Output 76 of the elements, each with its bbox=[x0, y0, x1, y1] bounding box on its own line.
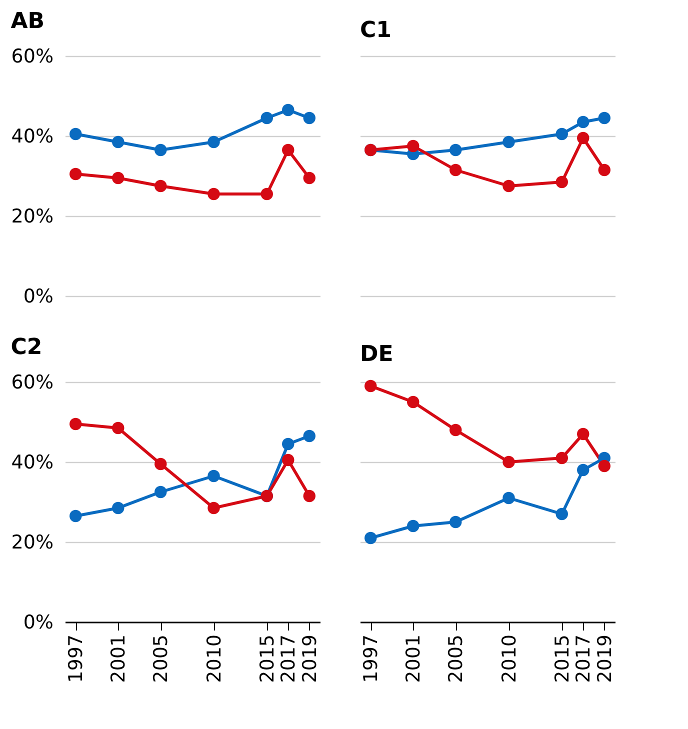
y-tick-label: 40% bbox=[11, 126, 54, 148]
point bbox=[364, 380, 377, 392]
point bbox=[282, 104, 294, 116]
point bbox=[303, 490, 316, 502]
point bbox=[112, 502, 124, 514]
point bbox=[70, 510, 82, 522]
point bbox=[556, 452, 568, 464]
point bbox=[303, 172, 316, 184]
chart-title: C1 bbox=[360, 18, 392, 43]
point bbox=[556, 176, 568, 188]
point bbox=[407, 140, 420, 152]
point bbox=[502, 136, 515, 148]
point bbox=[407, 520, 420, 532]
y-tick-label: 0% bbox=[23, 286, 54, 308]
point bbox=[260, 112, 273, 124]
point bbox=[208, 188, 220, 200]
chart-title: DE bbox=[360, 342, 394, 367]
x-tick-label: 2010 bbox=[498, 634, 520, 683]
x-tick-label: 2005 bbox=[150, 634, 172, 683]
point bbox=[502, 492, 515, 504]
x-tick-label: 2017 bbox=[278, 634, 300, 683]
point bbox=[577, 132, 590, 144]
point bbox=[154, 458, 167, 470]
point bbox=[282, 454, 294, 466]
point bbox=[154, 144, 167, 156]
point bbox=[502, 456, 515, 468]
point bbox=[70, 418, 82, 430]
point bbox=[208, 470, 220, 482]
point bbox=[556, 128, 568, 140]
chart-title: AB bbox=[10, 9, 45, 34]
point bbox=[364, 532, 377, 544]
x-tick-label: 2017 bbox=[572, 634, 595, 683]
point bbox=[450, 164, 462, 176]
point bbox=[502, 180, 515, 192]
point bbox=[598, 112, 610, 124]
y-tick-label: 60% bbox=[11, 372, 54, 394]
point bbox=[154, 180, 167, 192]
y-tick-label: 60% bbox=[11, 46, 54, 68]
point bbox=[303, 112, 316, 124]
x-tick-label: 2015 bbox=[551, 634, 574, 683]
point bbox=[450, 424, 462, 436]
point bbox=[556, 508, 568, 520]
point bbox=[112, 136, 124, 148]
y-tick-label: 20% bbox=[11, 206, 54, 228]
point bbox=[450, 144, 462, 156]
point bbox=[407, 396, 420, 408]
y-tick-label: 20% bbox=[11, 532, 54, 554]
point bbox=[598, 164, 610, 176]
x-tick-label: 2010 bbox=[203, 634, 226, 683]
chart-title: C2 bbox=[10, 335, 42, 360]
point bbox=[70, 128, 82, 140]
point bbox=[154, 486, 167, 498]
x-tick-label: 2001 bbox=[402, 634, 425, 683]
x-tick-label: 1997 bbox=[65, 634, 88, 683]
point bbox=[208, 136, 220, 148]
x-tick-label: 2019 bbox=[594, 634, 616, 683]
point bbox=[112, 172, 124, 184]
x-tick-label: 2001 bbox=[108, 634, 130, 683]
point bbox=[112, 422, 124, 434]
point bbox=[303, 430, 316, 442]
point bbox=[70, 168, 82, 180]
point bbox=[577, 464, 590, 476]
x-tick-label: 2005 bbox=[445, 634, 468, 683]
y-tick-label: 0% bbox=[23, 612, 54, 634]
point bbox=[208, 502, 220, 514]
point bbox=[450, 516, 462, 528]
point bbox=[282, 144, 294, 156]
y-tick-label: 40% bbox=[11, 452, 54, 474]
point bbox=[282, 438, 294, 450]
point bbox=[598, 460, 610, 472]
x-tick-label: 2015 bbox=[256, 634, 278, 683]
x-tick-label: 1997 bbox=[360, 634, 382, 683]
point bbox=[260, 188, 273, 200]
point bbox=[577, 428, 590, 440]
point bbox=[577, 116, 590, 128]
x-tick-label: 2019 bbox=[298, 634, 321, 683]
